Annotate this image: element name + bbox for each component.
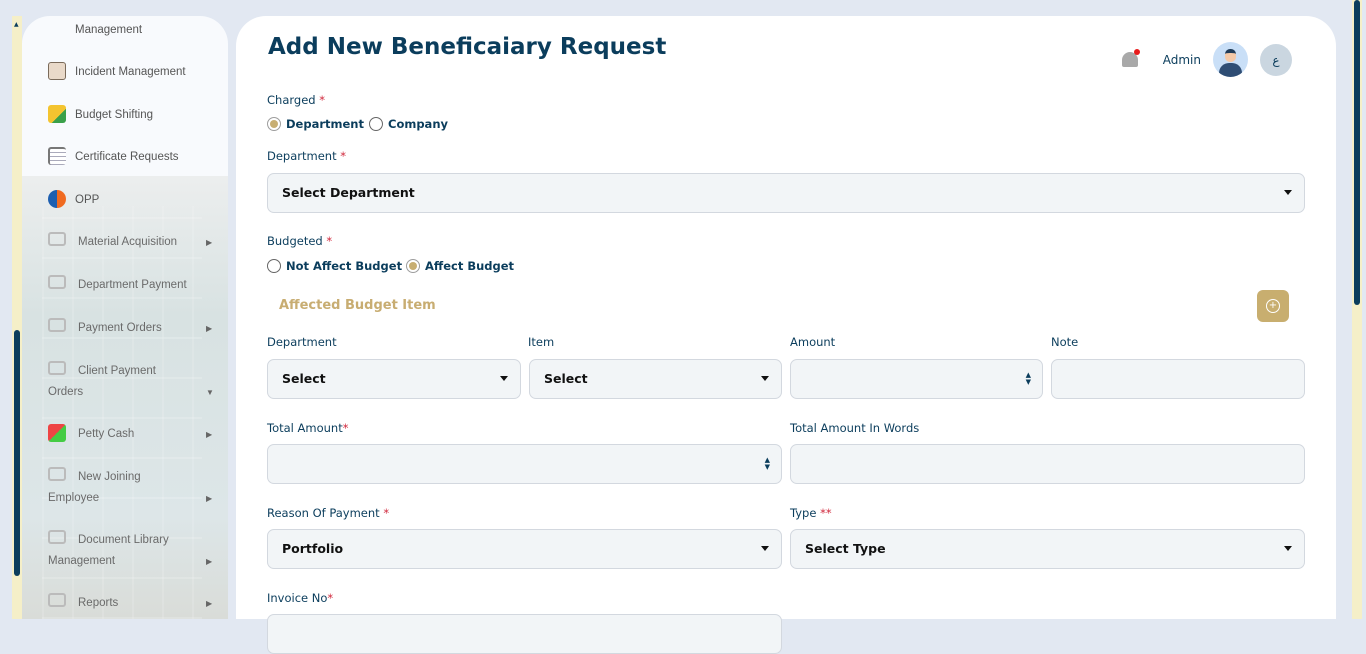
document-icon — [48, 147, 66, 165]
sidebar-item-label: Employee — [48, 492, 100, 504]
note-label: Note — [1051, 335, 1079, 349]
sidebar-item-label: Petty Cash — [78, 428, 135, 440]
radio-affect-budget[interactable]: Affect Budget — [406, 259, 514, 273]
clipboard-icon — [48, 62, 66, 80]
scroll-up-icon[interactable]: ▲ — [14, 21, 19, 28]
sidebar-item-label: Orders — [48, 386, 84, 398]
sidebar-item-label: Reports — [78, 597, 119, 609]
total-words-input[interactable] — [790, 444, 1305, 484]
sidebar-item-label: Certificate Requests — [75, 151, 179, 163]
caret-down-icon — [1284, 190, 1292, 195]
chevron-right-icon: ▶ — [206, 324, 213, 333]
language-toggle-button[interactable]: ع — [1260, 43, 1292, 76]
sidebar-item-label: Management — [75, 24, 143, 36]
sidebar-item-new-joining-employee[interactable]: New Joining Employee ▶ — [22, 467, 228, 511]
invoice-label: Invoice No* — [267, 591, 334, 605]
sidebar-scrollbar[interactable]: ▲ — [12, 16, 22, 619]
monitor-icon — [48, 361, 66, 375]
monitor-icon — [48, 593, 66, 607]
sidebar-item-label: OPP — [75, 194, 100, 206]
sidebar: Management Incident Management Budget Sh… — [22, 16, 228, 619]
radio-charged-department[interactable]: Department — [267, 117, 364, 131]
page-title: Add New Beneficaiary Request — [268, 34, 667, 60]
radio-not-affect-budget[interactable]: Not Affect Budget — [267, 259, 402, 273]
invoice-input[interactable] — [267, 614, 782, 654]
monitor-icon — [48, 318, 66, 332]
caret-down-icon — [761, 376, 769, 381]
page-scroll-thumb[interactable] — [1354, 0, 1360, 305]
sidebar-item-label: Payment Orders — [78, 322, 162, 334]
chevron-down-icon: ▼ — [206, 388, 214, 397]
monitor-icon — [48, 232, 66, 246]
item-department-select[interactable]: Select — [267, 359, 521, 399]
amount-input[interactable]: ▲ ▼ — [790, 359, 1043, 399]
main-panel: Add New Beneficaiary Request Admin ع Cha… — [236, 16, 1336, 654]
plus-circle-icon: + — [1266, 299, 1280, 313]
caret-down-icon — [500, 376, 508, 381]
sidebar-item-label: Material Acquisition — [78, 236, 178, 248]
opp-icon — [48, 190, 66, 208]
sidebar-item-label: New Joining — [78, 471, 141, 483]
chevron-right-icon: ▶ — [206, 599, 213, 608]
note-input[interactable] — [1051, 359, 1305, 399]
radio-charged-company[interactable]: Company — [369, 117, 448, 131]
chevron-right-icon: ▶ — [206, 494, 213, 503]
amount-label: Amount — [790, 335, 836, 349]
item-select[interactable]: Select — [529, 359, 782, 399]
affected-budget-item-heading: Affected Budget Item — [279, 298, 436, 313]
coins-icon — [48, 105, 66, 123]
add-budget-item-button[interactable]: + — [1257, 290, 1289, 322]
total-amount-label: Total Amount* — [267, 421, 349, 435]
sidebar-item-label: Department Payment — [78, 279, 187, 291]
spinner-icon[interactable]: ▲ ▼ — [764, 456, 770, 471]
notification-dot — [1133, 48, 1140, 55]
avatar[interactable] — [1213, 42, 1248, 77]
building-background — [42, 206, 202, 619]
monitor-icon — [48, 530, 66, 544]
chevron-right-icon: ▶ — [206, 430, 213, 439]
page-scrollbar[interactable] — [1352, 0, 1362, 619]
item-department-label: Department — [267, 335, 337, 349]
department-label: Department * — [267, 149, 346, 163]
caret-down-icon — [761, 546, 769, 551]
chevron-right-icon: ▶ — [206, 238, 213, 247]
sidebar-scroll-thumb[interactable] — [14, 330, 20, 576]
charged-label: Charged * — [267, 93, 325, 107]
reason-label: Reason Of Payment * — [267, 506, 390, 520]
budgeted-label: Budgeted * — [267, 234, 333, 248]
reason-select[interactable]: Portfolio — [267, 529, 782, 569]
sidebar-item-label: Document Library — [78, 534, 169, 546]
spinner-icon[interactable]: ▲ ▼ — [1025, 371, 1031, 386]
petty-cash-icon — [48, 424, 66, 442]
total-amount-input[interactable]: ▲ ▼ — [267, 444, 782, 484]
total-words-label: Total Amount In Words — [790, 421, 920, 435]
monitor-icon — [48, 467, 66, 481]
sidebar-item-label: Budget Shifting — [75, 109, 154, 121]
sidebar-item-client-payment-orders[interactable]: Client Payment Orders ▼ — [22, 361, 228, 405]
caret-down-icon — [1284, 546, 1292, 551]
sidebar-item-label: Incident Management — [75, 66, 186, 78]
monitor-icon — [48, 275, 66, 289]
sidebar-item-document-library[interactable]: Document Library Management ▶ — [22, 530, 228, 574]
type-label: Type ** — [790, 506, 832, 520]
user-name[interactable]: Admin — [1162, 52, 1201, 67]
type-select[interactable]: Select Type — [790, 529, 1305, 569]
item-label: Item — [528, 335, 555, 349]
department-select[interactable]: Select Department — [267, 173, 1305, 213]
sidebar-item-label: Client Payment — [78, 365, 156, 377]
chevron-right-icon: ▶ — [206, 557, 213, 566]
sidebar-item-label: Management — [48, 555, 116, 567]
notification-bell-icon[interactable] — [1119, 48, 1141, 71]
header-user-area: Admin ع — [1119, 42, 1292, 77]
